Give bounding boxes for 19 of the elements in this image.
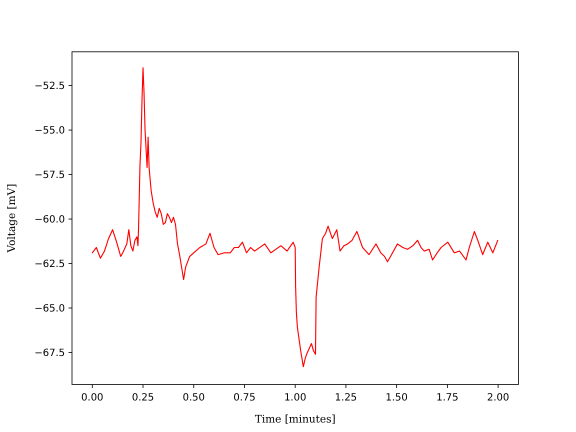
y-tick-label: −52.5	[34, 81, 65, 92]
x-tick-label: 0.75	[233, 392, 256, 404]
x-tick-label: 1.75	[436, 392, 459, 404]
x-tick-label: 1.25	[334, 392, 358, 404]
x-tick-label: 1.00	[284, 392, 306, 404]
x-tick-label: 0.00	[81, 392, 104, 404]
y-tick-label: −65.0	[34, 303, 65, 314]
y-axis-title: Voltage [mV]	[6, 184, 18, 254]
x-axis-title: Time [minutes]	[254, 414, 336, 426]
y-tick-label: −67.5	[34, 348, 65, 359]
y-tick-label: −60.0	[34, 214, 65, 226]
x-tick-label: 0.25	[132, 392, 154, 404]
line-series	[92, 67, 498, 368]
y-tick-label: −55.0	[34, 126, 65, 137]
y-tick-label: −57.5	[34, 170, 65, 182]
x-tick-label: 2.00	[486, 392, 510, 404]
x-tick-label: 0.50	[182, 392, 205, 404]
y-tick-label: −62.5	[34, 259, 65, 270]
x-tick-label: 1.50	[386, 392, 408, 404]
